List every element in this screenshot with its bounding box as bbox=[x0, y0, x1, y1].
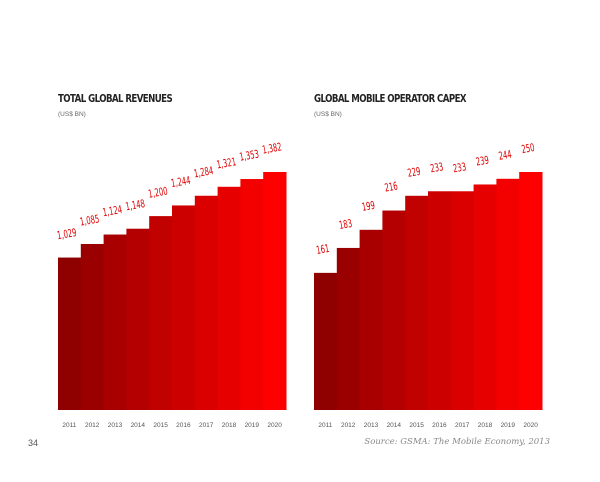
bar-2014 bbox=[126, 228, 150, 410]
data-label-2012: 183 bbox=[338, 218, 353, 232]
chart-unit-label: (US$ BN) bbox=[314, 111, 342, 118]
chart-total-global-revenues: TOTAL GLOBAL REVENUES (US$ BN) 1,029 2011… bbox=[56, 0, 288, 440]
data-label-2011: 161 bbox=[316, 243, 331, 257]
bar-2020 bbox=[519, 172, 543, 410]
bar-2016 bbox=[428, 191, 452, 410]
bar-2019 bbox=[496, 178, 520, 410]
page-number: 34 bbox=[28, 438, 39, 448]
bar-2017 bbox=[450, 191, 475, 410]
x-tick-label: 2014 bbox=[387, 422, 402, 429]
x-tick-label: 2018 bbox=[222, 422, 237, 429]
bar-2014 bbox=[382, 210, 406, 410]
chart-title: TOTAL GLOBAL REVENUES bbox=[58, 93, 173, 105]
data-label-2017: 233 bbox=[452, 162, 467, 176]
data-label-2020: 250 bbox=[521, 143, 536, 157]
data-label-2017: 1,284 bbox=[193, 166, 214, 181]
source-note: Source: GSMA: The Mobile Economy, 2013 bbox=[364, 437, 550, 447]
bar-2011 bbox=[58, 257, 82, 410]
x-tick-label: 2019 bbox=[245, 422, 260, 429]
chart-title: GLOBAL MOBILE OPERATOR CAPEX bbox=[314, 93, 467, 105]
data-label-2013: 1,124 bbox=[102, 205, 123, 220]
chart-global-mobile-operator-capex: GLOBAL MOBILE OPERATOR CAPEX (US$ BN) 16… bbox=[314, 0, 544, 440]
x-tick-label: 2015 bbox=[153, 422, 168, 429]
bar-2011 bbox=[314, 272, 338, 410]
data-label-2018: 239 bbox=[475, 155, 490, 169]
bar-2018 bbox=[473, 184, 497, 410]
bar-chart-svg: 1,029 2011 1,085 2012 1,124 2013 1,148 2014 1,20… bbox=[56, 142, 287, 429]
bar-2013 bbox=[359, 229, 383, 410]
bar-2020 bbox=[263, 172, 287, 410]
data-label-2015: 1,200 bbox=[148, 186, 169, 201]
x-tick-label: 2011 bbox=[62, 422, 76, 429]
x-tick-label: 2014 bbox=[131, 422, 146, 429]
x-tick-label: 2013 bbox=[108, 422, 123, 429]
chart-unit-label: (US$ BN) bbox=[58, 111, 86, 118]
x-tick-label: 2013 bbox=[364, 422, 379, 429]
x-tick-label: 2019 bbox=[501, 422, 516, 429]
bar-2015 bbox=[405, 195, 429, 410]
bar-2012 bbox=[80, 243, 105, 410]
x-tick-label: 2012 bbox=[85, 422, 100, 429]
data-label-2020: 1,382 bbox=[262, 142, 283, 157]
bar-chart-svg: 161 2011 183 2012 199 2013 216 2014 229 2015 233 20… bbox=[314, 143, 543, 429]
x-tick-label: 2017 bbox=[199, 422, 214, 429]
x-tick-label: 2020 bbox=[267, 422, 282, 429]
data-label-2014: 1,148 bbox=[125, 199, 146, 214]
data-label-2012: 1,085 bbox=[79, 214, 100, 229]
data-label-2016: 1,244 bbox=[170, 175, 191, 190]
bar-2013 bbox=[103, 234, 127, 410]
data-label-2015: 229 bbox=[407, 166, 422, 180]
bar-2019 bbox=[240, 179, 264, 410]
bar-2012 bbox=[336, 247, 361, 410]
data-label-2011: 1,029 bbox=[56, 228, 77, 243]
x-tick-label: 2020 bbox=[523, 422, 538, 429]
x-tick-label: 2015 bbox=[409, 422, 424, 429]
x-tick-label: 2016 bbox=[432, 422, 447, 429]
x-tick-label: 2012 bbox=[341, 422, 356, 429]
x-tick-label: 2018 bbox=[478, 422, 493, 429]
bar-2018 bbox=[217, 186, 241, 410]
data-label-2016: 233 bbox=[430, 162, 445, 176]
x-tick-label: 2016 bbox=[176, 422, 191, 429]
data-label-2019: 1,353 bbox=[239, 149, 260, 164]
bar-2016 bbox=[172, 205, 196, 410]
x-tick-label: 2011 bbox=[318, 422, 332, 429]
bar-2017 bbox=[194, 195, 219, 410]
data-label-2014: 216 bbox=[384, 181, 399, 195]
bar-2015 bbox=[149, 216, 173, 410]
x-tick-label: 2017 bbox=[455, 422, 470, 429]
data-label-2013: 199 bbox=[361, 200, 376, 214]
data-label-2019: 244 bbox=[498, 149, 513, 163]
data-label-2018: 1,321 bbox=[216, 157, 237, 172]
